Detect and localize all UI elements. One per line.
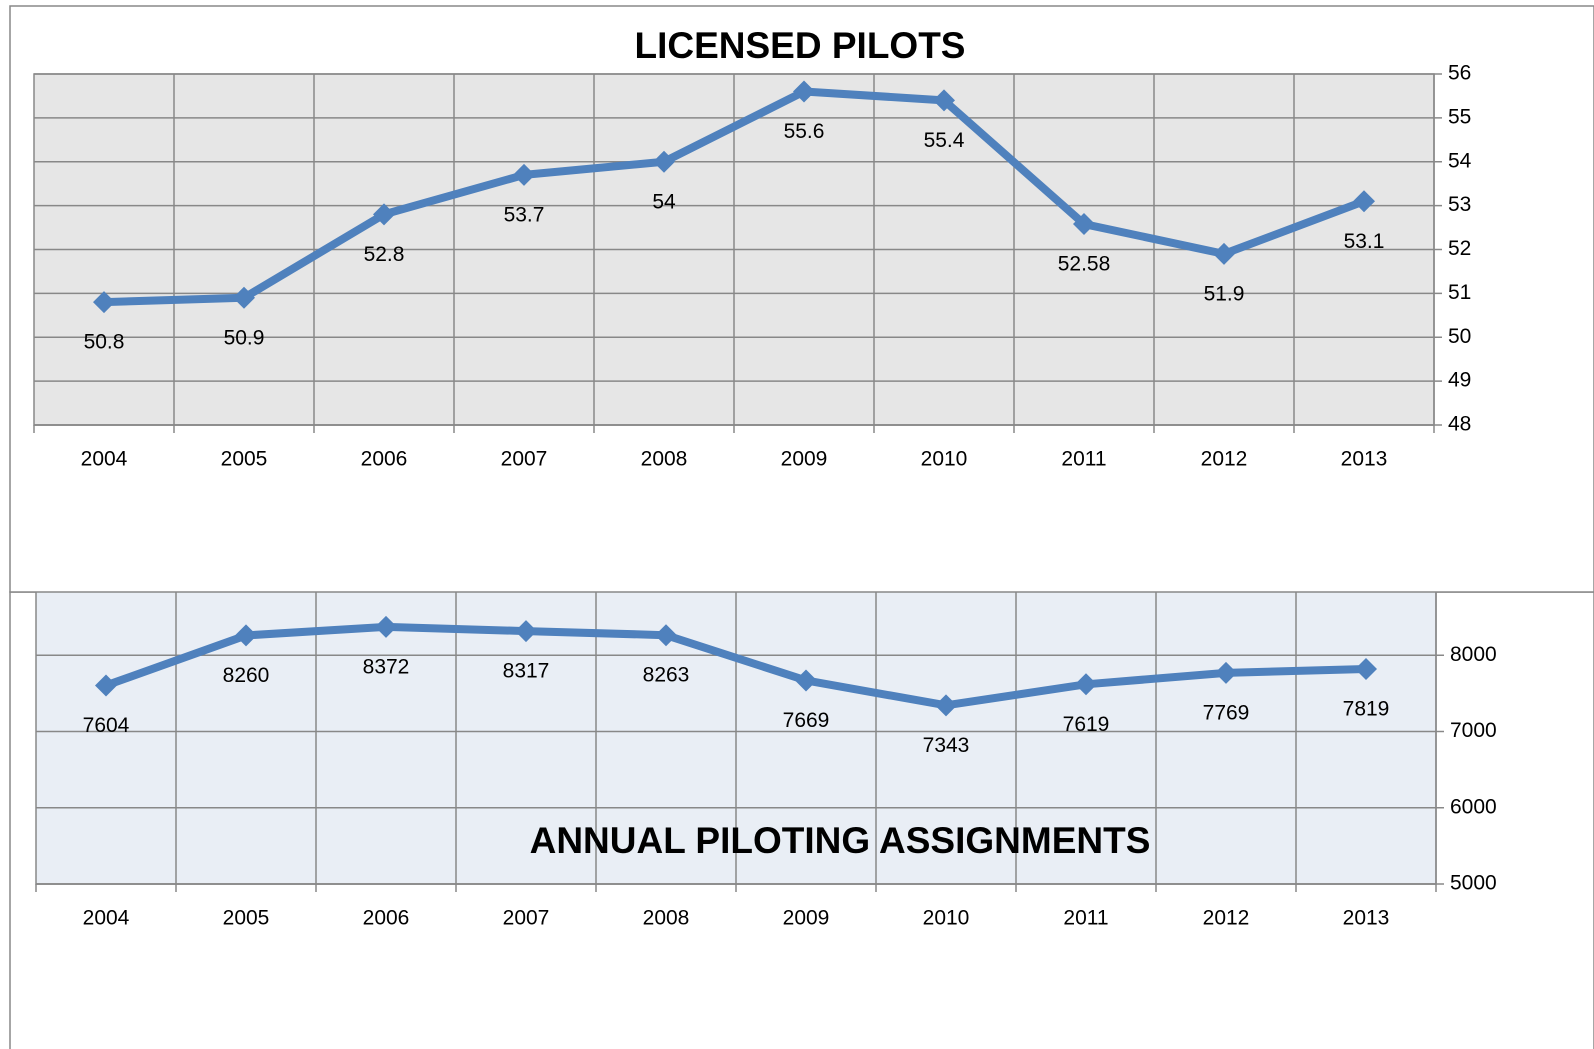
data-marker bbox=[375, 615, 397, 638]
data-marker bbox=[95, 674, 117, 697]
x-tick-label: 2011 bbox=[1063, 907, 1108, 930]
data-label: 52.58 bbox=[1058, 253, 1111, 276]
data-marker bbox=[655, 624, 677, 647]
x-tick-label: 2013 bbox=[1341, 448, 1388, 471]
data-label: 55.6 bbox=[784, 120, 825, 143]
x-tick-label: 2007 bbox=[501, 448, 548, 471]
data-marker bbox=[93, 291, 115, 314]
data-marker bbox=[1215, 661, 1237, 684]
data-marker bbox=[1213, 242, 1235, 265]
data-label: 7819 bbox=[1343, 698, 1390, 721]
chart-title: ANNUAL PILOTING ASSIGNMENTS bbox=[530, 820, 1151, 861]
data-label: 50.8 bbox=[84, 331, 125, 354]
data-label: 51.9 bbox=[1204, 282, 1245, 305]
data-marker bbox=[935, 694, 957, 717]
data-label: 7619 bbox=[1063, 713, 1110, 736]
data-label: 8372 bbox=[363, 655, 410, 678]
data-line bbox=[103, 87, 1366, 307]
y-tick-label: 55 bbox=[1448, 105, 1471, 128]
y-tick-label: 52 bbox=[1448, 237, 1471, 260]
data-marker bbox=[1073, 213, 1095, 236]
data-marker bbox=[235, 624, 257, 647]
x-tick-label: 2009 bbox=[781, 448, 828, 471]
y-tick-label: 6000 bbox=[1450, 795, 1497, 818]
data-label: 53.1 bbox=[1344, 230, 1385, 253]
chart: 48 49 50 51 52 53 54 55 56 2004 2005 2006 2007 2008 20… bbox=[9, 5, 1594, 593]
data-label: 8263 bbox=[643, 664, 690, 687]
y-tick-label: 48 bbox=[1448, 413, 1471, 436]
data-label: 7769 bbox=[1203, 701, 1250, 724]
x-tick-label: 2007 bbox=[503, 907, 550, 930]
x-tick-label: 2012 bbox=[1203, 907, 1250, 930]
chart: 5000 6000 7000 8000 2004 2005 2006 2007 2008 2009… bbox=[9, 578, 1594, 1049]
x-tick-label: 2009 bbox=[783, 907, 830, 930]
x-tick-label: 2012 bbox=[1201, 448, 1248, 471]
y-tick-label: 51 bbox=[1448, 281, 1471, 304]
x-tick-label: 2013 bbox=[1343, 907, 1390, 930]
data-marker bbox=[793, 80, 815, 103]
data-label: 52.8 bbox=[364, 243, 405, 266]
data-label: 7604 bbox=[83, 714, 130, 737]
data-label: 7343 bbox=[923, 734, 970, 757]
x-tick-label: 2006 bbox=[361, 448, 408, 471]
data-marker bbox=[653, 150, 675, 173]
x-tick-label: 2011 bbox=[1061, 448, 1106, 471]
data-marker bbox=[515, 620, 537, 643]
y-tick-label: 53 bbox=[1448, 193, 1471, 216]
y-tick-label: 8000 bbox=[1450, 643, 1497, 666]
y-tick-label: 7000 bbox=[1450, 719, 1497, 742]
data-label: 8260 bbox=[223, 664, 270, 687]
x-tick-label: 2008 bbox=[643, 907, 690, 930]
x-tick-label: 2004 bbox=[83, 907, 130, 930]
data-line bbox=[104, 622, 1367, 710]
x-tick-label: 2006 bbox=[363, 907, 410, 930]
x-tick-label: 2005 bbox=[221, 448, 268, 471]
data-label: 54 bbox=[652, 190, 676, 213]
x-tick-label: 2005 bbox=[223, 907, 270, 930]
y-tick-label: 56 bbox=[1448, 62, 1471, 85]
data-marker bbox=[1353, 190, 1375, 213]
x-tick-label: 2008 bbox=[641, 448, 688, 471]
x-tick-label: 2010 bbox=[921, 448, 968, 471]
x-tick-label: 2004 bbox=[81, 448, 128, 471]
data-marker bbox=[233, 286, 255, 309]
x-tick-label: 2010 bbox=[923, 907, 970, 930]
data-marker bbox=[933, 89, 955, 112]
data-label: 53.7 bbox=[504, 203, 545, 226]
data-marker bbox=[795, 669, 817, 692]
y-tick-label: 54 bbox=[1448, 149, 1472, 172]
data-label: 8317 bbox=[503, 660, 550, 683]
data-marker bbox=[1355, 658, 1377, 681]
data-label: 55.4 bbox=[924, 129, 965, 152]
data-marker bbox=[513, 163, 535, 186]
y-tick-label: 5000 bbox=[1450, 872, 1497, 895]
data-label: 50.9 bbox=[224, 326, 265, 349]
chart-title: LICENSED PILOTS bbox=[635, 25, 966, 66]
y-tick-label: 50 bbox=[1448, 325, 1471, 348]
data-marker bbox=[373, 203, 395, 226]
data-marker bbox=[1075, 673, 1097, 696]
data-label: 7669 bbox=[783, 709, 830, 732]
y-tick-label: 49 bbox=[1448, 369, 1471, 392]
